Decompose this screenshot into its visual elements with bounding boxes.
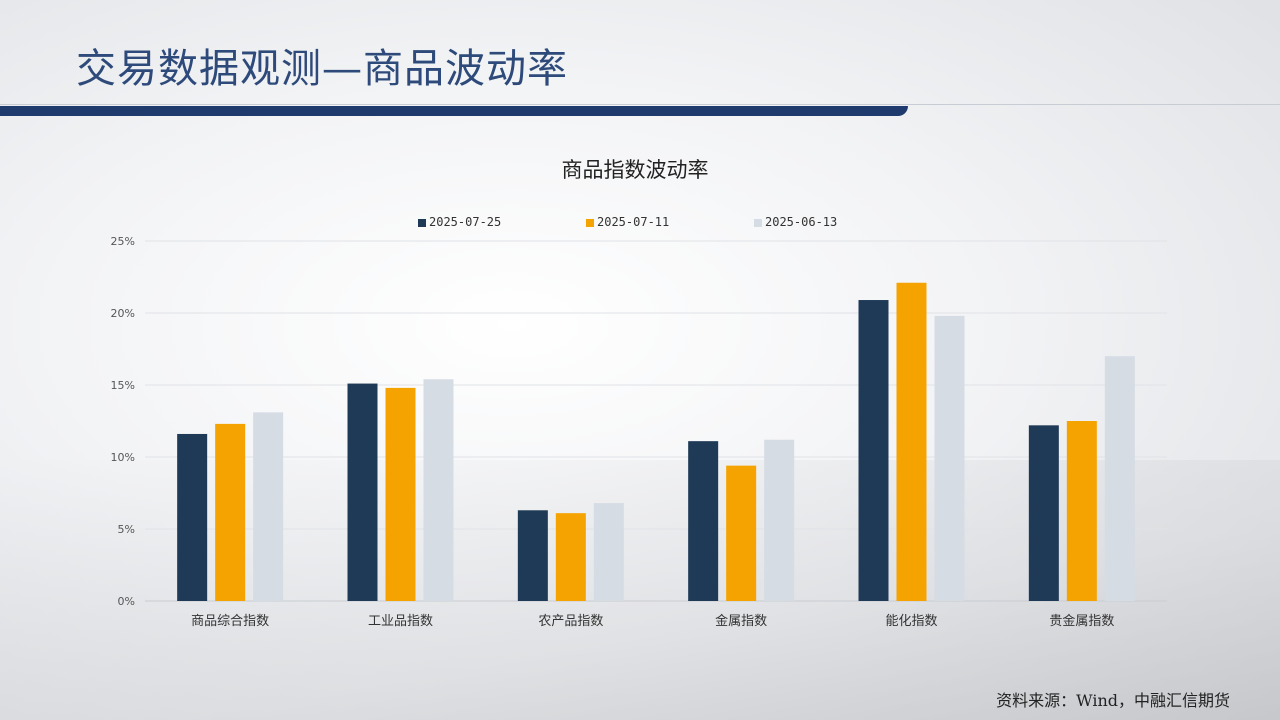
bar-series-2-5 — [896, 282, 927, 601]
page-title: 交易数据观测—商品波动率 — [76, 46, 568, 92]
source-note: 资料来源：Wind，中融汇信期货 — [996, 691, 1230, 710]
x-tick-label: 金属指数 — [715, 613, 767, 629]
title-bar — [0, 106, 908, 116]
bar-series-1-6 — [1028, 425, 1059, 601]
x-tick-label: 农产品指数 — [538, 614, 603, 629]
x-tick-label: 工业品指数 — [368, 614, 433, 629]
legend-item-series-2: 2025-07-11 — [586, 215, 669, 229]
y-tick-label: 25% — [111, 235, 135, 248]
x-tick-label: 能化指数 — [885, 614, 937, 629]
legend-item-series-1: 2025-07-25 — [418, 215, 501, 229]
bar-series-2-6 — [1066, 421, 1097, 601]
bar-series-1-2 — [347, 383, 378, 601]
bar-series-3-6 — [1104, 356, 1135, 601]
bar-series-1-5 — [858, 300, 889, 601]
y-tick-label: 10% — [111, 451, 135, 464]
x-axis-ticks: 商品综合指数 工业品指数 农产品指数 金属指数 能化指数 贵金属指数 — [191, 613, 1114, 629]
chart-title: 商品指数波动率 — [561, 158, 709, 182]
bar-series-3-3 — [593, 503, 624, 601]
legend-label-series-2: 2025-07-11 — [597, 215, 670, 229]
bar-series-1-1 — [177, 433, 208, 601]
legend-swatch-series-3 — [754, 218, 762, 227]
y-tick-label: 15% — [111, 379, 135, 392]
legend-label-series-3: 2025-06-13 — [765, 215, 838, 229]
chart-legend: 2025-07-25 2025-07-11 2025-06-13 — [0, 215, 1280, 231]
bar-series-2-1 — [215, 423, 246, 601]
legend-swatch-series-2 — [586, 218, 594, 227]
bar-series-2-4 — [726, 465, 757, 601]
x-tick-label: 商品综合指数 — [191, 614, 269, 629]
y-tick-label: 20% — [111, 307, 135, 320]
chart-grid — [145, 240, 1167, 602]
legend-swatch-series-1 — [418, 218, 426, 227]
y-tick-label: 5% — [118, 523, 135, 536]
x-tick-label: 贵金属指数 — [1049, 613, 1114, 629]
bar-series-2-3 — [555, 513, 586, 601]
bar-series-2-2 — [385, 387, 416, 601]
legend-label-series-1: 2025-07-25 — [429, 215, 502, 229]
bar-series-3-5 — [934, 315, 965, 601]
bar-series-3-2 — [423, 379, 454, 601]
chart-bars — [177, 282, 1135, 601]
bar-series-1-4 — [688, 441, 719, 601]
title-underline — [0, 104, 1280, 105]
bar-series-3-4 — [764, 439, 795, 601]
background-wave — [0, 460, 1280, 720]
bar-series-3-1 — [253, 412, 284, 601]
legend-item-series-3: 2025-06-13 — [754, 215, 837, 229]
y-tick-label: 0% — [118, 595, 135, 608]
y-axis-ticks: 0% 5% 10% 15% 20% 25% — [111, 235, 135, 608]
bar-series-1-3 — [517, 510, 548, 601]
